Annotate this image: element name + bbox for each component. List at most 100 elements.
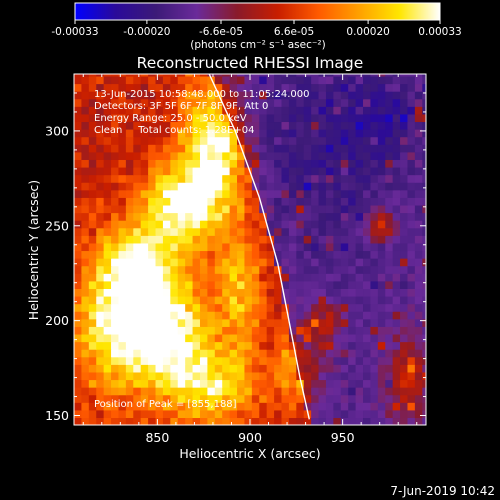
heatmap-cell bbox=[266, 303, 275, 312]
heatmap-cell bbox=[96, 250, 105, 259]
heatmap-cell bbox=[207, 204, 216, 214]
heatmap-cell bbox=[81, 379, 90, 388]
heatmap-cell bbox=[237, 387, 246, 396]
heatmap-cell bbox=[125, 417, 134, 425]
heatmap-cell bbox=[259, 364, 268, 373]
heatmap-cell bbox=[259, 394, 268, 403]
heatmap-cell bbox=[229, 341, 238, 350]
heatmap-cell bbox=[340, 341, 349, 350]
heatmap-cell bbox=[377, 273, 386, 282]
heatmap-cell bbox=[251, 166, 260, 176]
heatmap-cell bbox=[274, 197, 283, 206]
heatmap-cell bbox=[274, 273, 283, 282]
heatmap-cell bbox=[392, 212, 401, 221]
heatmap-cell bbox=[148, 144, 157, 153]
heatmap-cell bbox=[303, 189, 312, 198]
heatmap-cell bbox=[318, 98, 327, 107]
heatmap-cell bbox=[348, 288, 357, 297]
heatmap-cell bbox=[192, 333, 201, 343]
heatmap-cell bbox=[303, 364, 312, 373]
heatmap-cell bbox=[170, 136, 179, 145]
heatmap-cell bbox=[325, 189, 334, 198]
heatmap-cell bbox=[192, 341, 201, 350]
heatmap-cell bbox=[430, 417, 438, 425]
heatmap-cell bbox=[81, 371, 90, 381]
heatmap-cell bbox=[214, 303, 223, 312]
heatmap-cell bbox=[333, 242, 342, 252]
heatmap-cell bbox=[148, 341, 157, 350]
heatmap-cell bbox=[274, 220, 283, 229]
heatmap-cell bbox=[311, 402, 320, 411]
heatmap-cell bbox=[244, 74, 253, 77]
heatmap-cell bbox=[237, 250, 246, 259]
heatmap-cell bbox=[385, 349, 394, 358]
heatmap-cell bbox=[311, 242, 320, 252]
heatmap-cell bbox=[400, 212, 409, 221]
heatmap-cell bbox=[185, 364, 194, 373]
heatmap-cell bbox=[340, 91, 349, 100]
heatmap-cell bbox=[251, 242, 260, 252]
heatmap-cell bbox=[185, 273, 194, 282]
heatmap-cell bbox=[274, 106, 283, 115]
heatmap-cell bbox=[74, 83, 83, 92]
heatmap-cell bbox=[303, 75, 312, 85]
heatmap-cell bbox=[400, 98, 409, 107]
heatmap-cell bbox=[414, 379, 423, 388]
heatmap-cell bbox=[407, 349, 416, 358]
heatmap-cell bbox=[118, 212, 127, 221]
heatmap-cell bbox=[340, 265, 349, 274]
heatmap-cell bbox=[170, 265, 179, 274]
heatmap-cell bbox=[333, 387, 342, 396]
heatmap-cell bbox=[155, 204, 164, 214]
heatmap-cell bbox=[333, 402, 342, 411]
heatmap-cell bbox=[430, 76, 438, 84]
heatmap-cell bbox=[162, 371, 171, 381]
heatmap-cell bbox=[363, 75, 372, 85]
heatmap-cell bbox=[325, 75, 334, 85]
heatmap-cell bbox=[296, 74, 305, 77]
heatmap-cell bbox=[370, 371, 379, 381]
heatmap-cell bbox=[140, 409, 149, 419]
heatmap-cell bbox=[363, 409, 372, 419]
y-tick-label: 300 bbox=[45, 123, 69, 138]
heatmap-cell bbox=[370, 242, 379, 252]
heatmap-cell bbox=[377, 121, 386, 130]
heatmap-cell bbox=[170, 220, 179, 229]
heatmap-cell bbox=[407, 220, 416, 229]
heatmap-cell bbox=[170, 106, 179, 115]
heatmap-cell bbox=[296, 151, 305, 160]
heatmap-cell bbox=[318, 182, 327, 191]
heatmap-cell bbox=[251, 74, 260, 77]
heatmap-cell bbox=[296, 311, 305, 320]
heatmap-cell bbox=[348, 311, 357, 320]
heatmap-cell bbox=[81, 91, 90, 100]
heatmap-cell bbox=[192, 174, 201, 183]
heatmap-cell bbox=[170, 356, 179, 365]
heatmap-cell bbox=[296, 220, 305, 229]
heatmap-cell bbox=[148, 242, 157, 252]
heatmap-cell bbox=[370, 98, 379, 107]
heatmap-cell bbox=[318, 387, 327, 396]
heatmap-cell bbox=[81, 75, 90, 85]
heatmap-cell bbox=[74, 74, 83, 77]
heatmap-cell bbox=[355, 174, 364, 183]
heatmap-cell bbox=[414, 409, 423, 419]
heatmap-cell bbox=[140, 121, 149, 130]
heatmap-cell bbox=[103, 356, 112, 365]
heatmap-cell bbox=[74, 235, 83, 244]
heatmap-cell bbox=[74, 242, 83, 252]
heatmap-cell bbox=[133, 333, 142, 343]
heatmap-cell bbox=[430, 311, 438, 319]
heatmap-cell bbox=[222, 333, 231, 343]
heatmap-cell bbox=[199, 341, 208, 350]
heatmap-cell bbox=[296, 356, 305, 365]
heatmap-cell bbox=[103, 74, 112, 77]
heatmap-cell bbox=[274, 402, 283, 411]
heatmap-cell bbox=[199, 159, 208, 168]
heatmap-cell bbox=[214, 394, 223, 403]
heatmap-cell bbox=[259, 349, 268, 358]
heatmap-cell bbox=[325, 91, 334, 100]
heatmap-cell bbox=[266, 113, 275, 123]
heatmap-cell bbox=[266, 129, 275, 138]
